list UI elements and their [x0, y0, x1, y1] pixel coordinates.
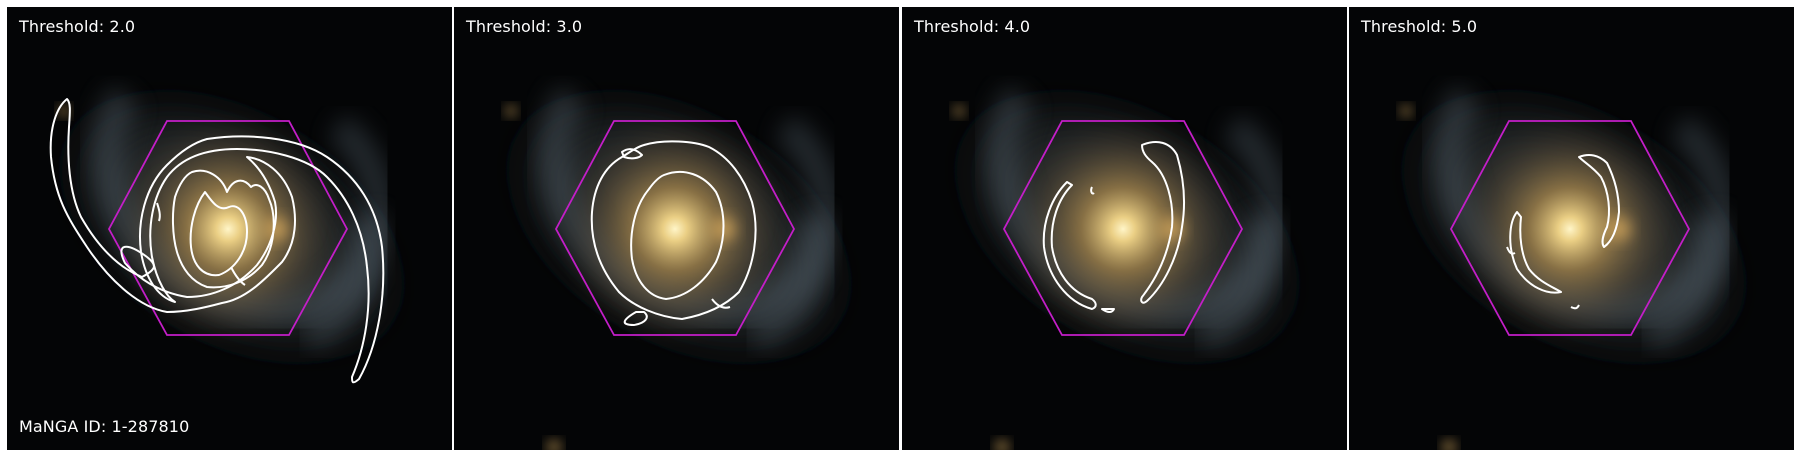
panel-threshold-3: Threshold: 3.0: [454, 7, 899, 450]
contour-right-arc: [1578, 154, 1620, 248]
galaxy-image: [1349, 7, 1794, 450]
panel-title: Threshold: 2.0: [19, 17, 136, 36]
contour-right-arc: [1140, 141, 1186, 304]
galaxy-id-label: MaNGA ID: 1-287810: [19, 417, 190, 436]
galaxy-image: [902, 7, 1347, 450]
ifu-hexagon: [107, 120, 349, 336]
galaxy-image: [454, 7, 899, 450]
galaxy-image: [7, 7, 452, 450]
panel-threshold-2: Threshold: 2.0 MaNGA ID: 1-287810: [7, 7, 452, 450]
panel-threshold-4: Threshold: 4.0: [902, 7, 1347, 450]
panel-threshold-5: Threshold: 5.0: [1349, 7, 1794, 450]
contour-inner: [630, 170, 725, 300]
contour-inner-core: [189, 191, 248, 277]
ifu-hexagon: [1449, 120, 1691, 336]
contours: [49, 98, 385, 384]
panel-title: Threshold: 3.0: [466, 17, 583, 36]
contour-right-arm: [139, 135, 385, 384]
panel-title: Threshold: 4.0: [914, 17, 1031, 36]
contour-outer-arm: [49, 98, 296, 313]
ifu-hexagon: [1002, 120, 1244, 336]
contour-left-arc: [1042, 181, 1097, 310]
contour-inner-ring: [171, 169, 275, 289]
contours: [1042, 141, 1186, 313]
contours: [1506, 154, 1620, 310]
contour-left-arc: [1509, 211, 1562, 294]
contours: [590, 140, 757, 326]
ifu-hexagon: [554, 120, 796, 336]
contour-outer: [590, 140, 757, 320]
panel-title: Threshold: 5.0: [1361, 17, 1478, 36]
